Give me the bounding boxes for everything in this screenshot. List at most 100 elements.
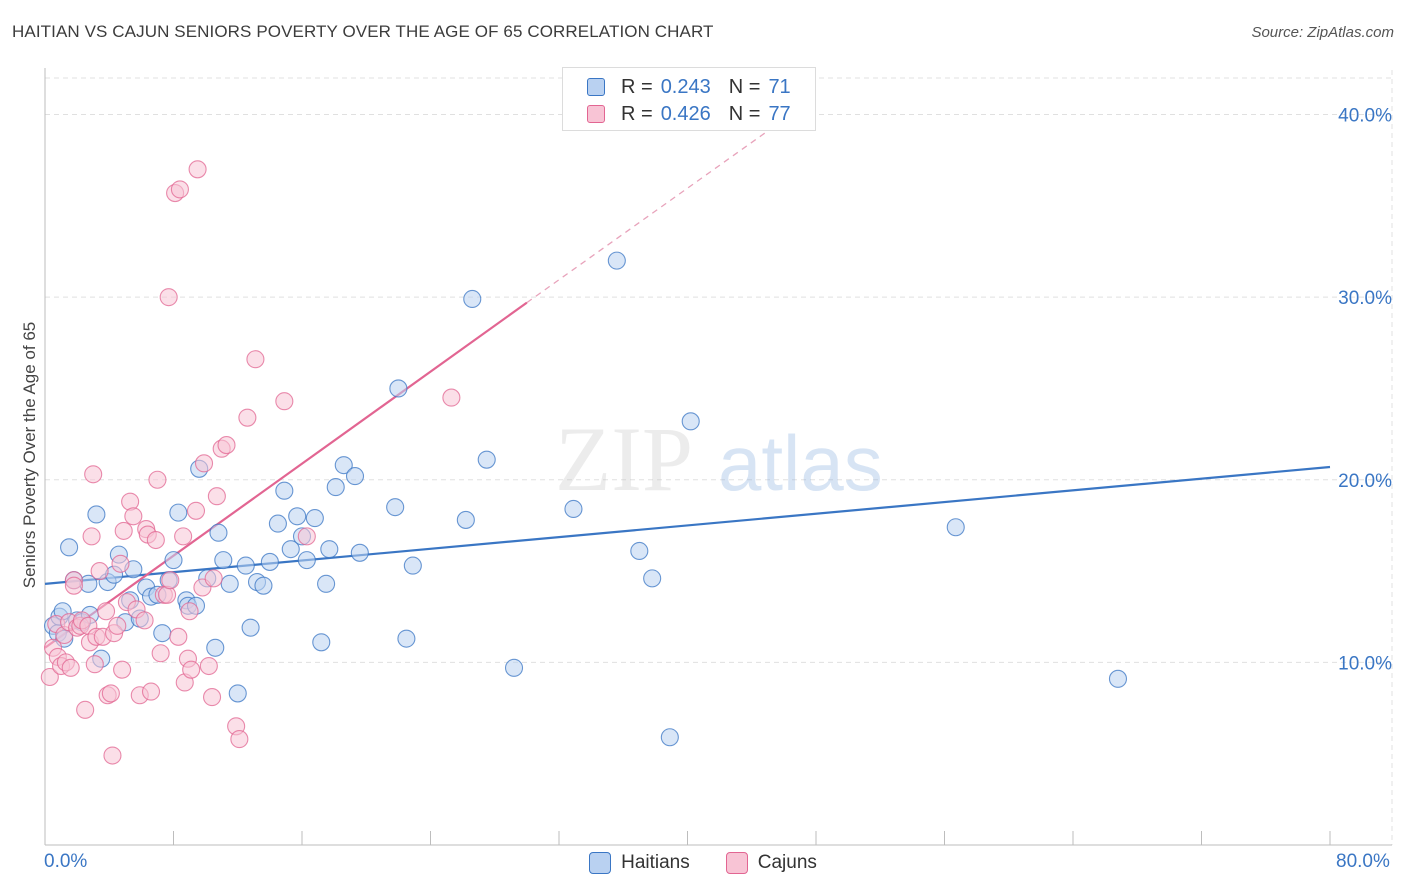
legend-item-haitians[interactable]: Haitians bbox=[589, 852, 690, 874]
point-cajuns bbox=[297, 527, 316, 546]
point-cajuns bbox=[230, 730, 249, 749]
point-cajuns bbox=[90, 562, 109, 581]
point-haitians bbox=[214, 551, 233, 570]
point-cajuns bbox=[170, 180, 189, 199]
point-cajuns bbox=[141, 682, 161, 701]
point-cajuns bbox=[121, 492, 140, 511]
x-tick-max: 80.0% bbox=[1336, 851, 1390, 872]
point-haitians bbox=[209, 523, 228, 542]
point-haitians bbox=[403, 556, 422, 575]
point-haitians bbox=[275, 481, 294, 500]
point-cajuns bbox=[207, 487, 226, 506]
legend-item-cajuns[interactable]: Cajuns bbox=[725, 852, 817, 874]
point-haitians bbox=[169, 503, 188, 522]
point-haitians bbox=[220, 574, 239, 593]
trend-line-cajuns bbox=[44, 301, 528, 649]
point-haitians bbox=[228, 684, 247, 703]
point-haitians bbox=[389, 379, 408, 398]
point-haitians bbox=[386, 498, 405, 517]
point-cajuns bbox=[135, 611, 154, 630]
legend-r-value: 0.243 bbox=[660, 75, 711, 98]
point-haitians bbox=[236, 556, 255, 575]
data-points bbox=[40, 160, 1128, 765]
point-cajuns bbox=[84, 465, 103, 484]
point-haitians bbox=[320, 540, 339, 559]
point-cajuns bbox=[275, 392, 294, 411]
legend-label-haitians: Haitians bbox=[621, 852, 690, 873]
point-haitians bbox=[305, 509, 324, 528]
point-haitians bbox=[397, 629, 416, 648]
point-cajuns bbox=[217, 436, 236, 455]
y-tick-label: 30.0% bbox=[1338, 288, 1392, 309]
y-tick-label: 10.0% bbox=[1338, 653, 1392, 674]
point-cajuns bbox=[96, 602, 116, 621]
point-haitians bbox=[946, 518, 965, 537]
legend-r-label: R = bbox=[621, 102, 653, 125]
point-cajuns bbox=[82, 527, 101, 546]
axes bbox=[44, 68, 1392, 846]
point-cajuns bbox=[238, 408, 257, 427]
point-cajuns bbox=[111, 554, 130, 573]
point-cajuns bbox=[442, 388, 461, 407]
legend-swatch-cajuns bbox=[587, 105, 605, 123]
point-haitians bbox=[681, 412, 700, 431]
legend-n-label: N = bbox=[728, 102, 761, 125]
point-cajuns bbox=[103, 746, 122, 765]
point-haitians bbox=[164, 551, 183, 570]
point-haitians bbox=[87, 505, 106, 524]
legend-r-label: R = bbox=[621, 75, 653, 98]
legend-row-cajuns: R = 0.426 N = 77 bbox=[587, 103, 791, 125]
legend-label-cajuns: Cajuns bbox=[757, 852, 817, 873]
point-haitians bbox=[334, 456, 353, 475]
point-cajuns bbox=[151, 644, 170, 663]
point-haitians bbox=[350, 543, 369, 562]
point-cajuns bbox=[186, 501, 206, 520]
point-haitians bbox=[463, 289, 482, 309]
point-haitians bbox=[607, 251, 626, 270]
legend-row-haitians: R = 0.243 N = 71 bbox=[587, 76, 791, 98]
point-cajuns bbox=[85, 655, 104, 674]
legend-swatch-haitians bbox=[589, 852, 612, 874]
point-cajuns bbox=[199, 656, 218, 676]
point-haitians bbox=[317, 574, 336, 593]
point-cajuns bbox=[146, 530, 165, 550]
chart-title: HAITIAN VS CAJUN SENIORS POVERTY OVER TH… bbox=[12, 22, 714, 41]
point-haitians bbox=[268, 514, 287, 533]
point-cajuns bbox=[64, 576, 83, 595]
point-haitians bbox=[153, 624, 172, 643]
point-cajuns bbox=[169, 627, 188, 646]
source-credit: Source: ZipAtlas.com bbox=[1251, 24, 1394, 41]
point-cajuns bbox=[194, 454, 214, 473]
point-cajuns bbox=[148, 470, 167, 489]
point-cajuns bbox=[108, 616, 127, 635]
point-haitians bbox=[643, 569, 662, 588]
point-haitians bbox=[241, 618, 260, 637]
watermark-zip: ZIP bbox=[555, 408, 693, 510]
series-legend: Haitians Cajuns bbox=[0, 852, 1406, 874]
point-haitians bbox=[288, 507, 307, 526]
point-cajuns bbox=[182, 660, 201, 679]
x-tick-min: 0.0% bbox=[44, 851, 88, 872]
point-cajuns bbox=[174, 527, 193, 546]
point-cajuns bbox=[61, 658, 80, 677]
trend-line-haitians bbox=[44, 465, 1331, 585]
stats-legend: R = 0.243 N = 71 R = 0.426 N = 77 bbox=[562, 67, 816, 131]
point-cajuns bbox=[204, 569, 223, 588]
point-cajuns bbox=[180, 602, 199, 621]
point-cajuns bbox=[101, 684, 120, 703]
legend-n-value: 77 bbox=[768, 102, 791, 125]
point-cajuns bbox=[76, 700, 95, 719]
point-haitians bbox=[60, 538, 79, 557]
point-haitians bbox=[504, 658, 524, 677]
point-haitians bbox=[312, 633, 331, 652]
point-cajuns bbox=[203, 688, 222, 707]
legend-r-value: 0.426 bbox=[660, 102, 711, 125]
point-cajuns bbox=[188, 160, 207, 179]
point-cajuns bbox=[40, 667, 59, 687]
point-haitians bbox=[456, 510, 475, 529]
watermark-atlas: atlas bbox=[718, 419, 883, 507]
y-tick-labels: 10.0% 20.0% 30.0% 40.0% bbox=[1338, 106, 1392, 675]
point-haitians bbox=[564, 499, 583, 519]
point-haitians bbox=[260, 552, 279, 571]
